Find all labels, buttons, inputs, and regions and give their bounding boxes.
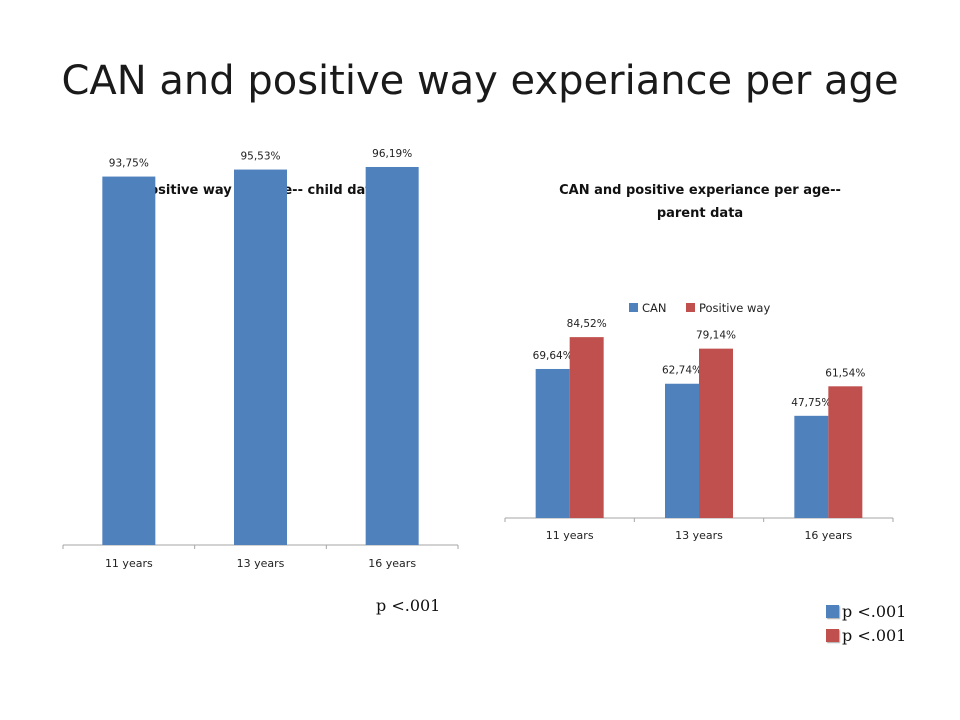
significance-text-positive-way: p <.001 <box>842 626 907 645</box>
data-label-can-2: 47,75% <box>791 397 831 409</box>
data-label-can-0: 69,64% <box>533 350 573 362</box>
bar-positive-way-1 <box>699 348 733 518</box>
slide-title: CAN and positive way experiance per age <box>61 58 899 104</box>
legend-label-positive-way: Positive way <box>699 301 770 315</box>
bar-2 <box>365 166 419 545</box>
data-label-positive-way-2: 61,54% <box>825 367 865 379</box>
child-data-chart: Positive way per age-- child data 93,75%… <box>62 148 459 570</box>
chart-legend: CAN Positive way <box>629 301 770 315</box>
parent-data-chart: CAN and positive experiance per age-- pa… <box>504 183 894 542</box>
data-label-positive-way-0: 84,52% <box>567 318 607 330</box>
bar-can-0 <box>535 368 570 518</box>
data-label-positive-way-1: 79,14% <box>696 330 736 342</box>
data-label-can-1: 62,74% <box>662 365 702 377</box>
legend-swatch-positive-way <box>686 303 695 312</box>
bar-0 <box>102 176 156 545</box>
x-tick-label-2: 16 years <box>804 529 852 542</box>
p-value-note: p <.001 <box>376 596 441 615</box>
bar-positive-way-2 <box>828 386 863 518</box>
significance-row-can: p <.001 <box>826 602 906 621</box>
red-square-icon <box>826 629 839 642</box>
x-tick-label-1: 13 years <box>237 557 285 570</box>
x-tick-label-0: 11 years <box>546 529 594 542</box>
bar-1 <box>234 169 287 546</box>
significance-text-can: p <.001 <box>842 602 907 621</box>
blue-square-icon <box>826 605 839 618</box>
data-label-0: 93,75% <box>109 158 149 170</box>
bar-positive-way-0 <box>569 337 604 518</box>
bar-can-1 <box>665 383 699 518</box>
legend-swatch-can <box>629 303 638 312</box>
chart-title-parent-line1: CAN and positive experiance per age-- <box>559 183 841 198</box>
x-tick-label-0: 11 years <box>105 557 153 570</box>
significance-row-positive-way: p <.001 <box>826 626 906 645</box>
bar-can-2 <box>794 415 829 518</box>
x-tick-label-1: 13 years <box>675 529 723 542</box>
chart-title-parent-line2: parent data <box>657 206 743 221</box>
legend-label-can: CAN <box>642 301 667 315</box>
x-tick-label-2: 16 years <box>368 557 416 570</box>
data-label-1: 95,53% <box>240 151 280 163</box>
data-label-2: 96,19% <box>372 148 412 160</box>
